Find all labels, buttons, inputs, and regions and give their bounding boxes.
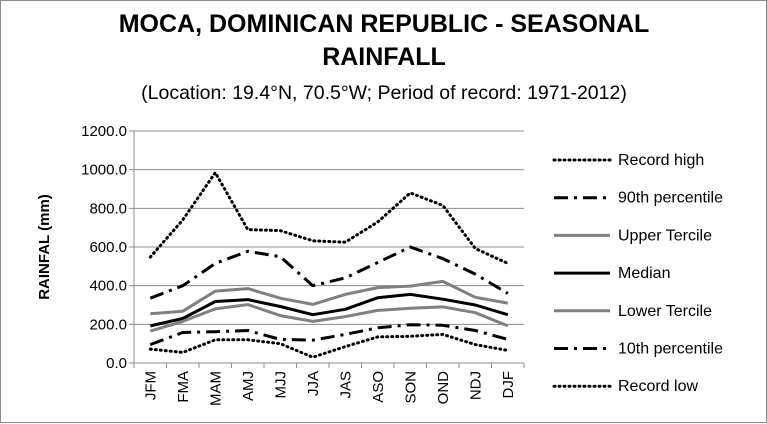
chart-title-line-2: RAINFALL <box>322 43 446 71</box>
x-tick-labels: JFM FMA MAM AMJ MJJ JJA JAS ASO SON OND NDJ DJF <box>142 371 517 406</box>
legend-label-lower-tercile: Lower Tercile <box>618 303 712 320</box>
series-line-upper-tercile <box>150 279 509 316</box>
y-tick-label: 1000.0 <box>81 162 127 179</box>
x-tick-label: NDJ <box>467 371 484 400</box>
x-tick-label: AMJ <box>240 371 257 401</box>
x-tick-label: OND <box>435 371 452 405</box>
legend-label-upper-tercile: Upper Tercile <box>618 227 712 244</box>
x-tick-label: JFM <box>142 371 159 400</box>
legend-label-10th-percentile: 10th percentile <box>618 341 723 358</box>
series-line-record-high <box>148 171 510 265</box>
y-tick-labels: 0.0 200.0 400.0 600.0 800.0 1000.0 1200.0 <box>81 123 127 372</box>
legend: Record high 90th percentile Upper Tercile M… <box>552 152 723 395</box>
y-tick-label: 200.0 <box>89 316 127 333</box>
x-tick-label: ASO <box>370 371 387 403</box>
series-line-median <box>149 292 509 328</box>
series-line-lower-tercile <box>149 303 509 333</box>
chart-subtitle: (Location: 19.4°N, 70.5°W; Period of rec… <box>141 82 627 104</box>
series-line-10th-percentile <box>149 323 509 347</box>
y-tick-label: 800.0 <box>89 200 127 217</box>
x-tick-label: JJA <box>305 371 322 396</box>
x-tick-label: DJF <box>500 371 517 399</box>
series-line-record-low <box>148 332 510 359</box>
x-tick-label: MAM <box>207 371 224 406</box>
legend-label-record-high: Record high <box>618 152 704 169</box>
axes <box>129 130 525 368</box>
legend-label-90th-percentile: 90th percentile <box>618 190 723 207</box>
x-tick-label: JAS <box>337 371 354 399</box>
legend-label-record-low: Record low <box>618 378 698 395</box>
y-tick-label: 400.0 <box>89 278 127 295</box>
y-tick-label: 0.0 <box>106 355 127 372</box>
series-lines <box>148 171 510 359</box>
x-tick-label: MJJ <box>272 371 289 399</box>
y-axis-title: RAINFAL (mm) <box>36 194 53 300</box>
y-tick-label: 600.0 <box>89 239 127 256</box>
series-line-90th-percentile <box>149 245 509 300</box>
x-tick-label: FMA <box>175 371 192 403</box>
legend-label-median: Median <box>618 265 670 282</box>
chart-title-line-1: MOCA, DOMINICAN REPUBLIC - SEASONAL <box>119 10 650 38</box>
x-tick-label: SON <box>402 371 419 404</box>
y-tick-label: 1200.0 <box>81 123 127 140</box>
gridlines <box>134 130 524 325</box>
